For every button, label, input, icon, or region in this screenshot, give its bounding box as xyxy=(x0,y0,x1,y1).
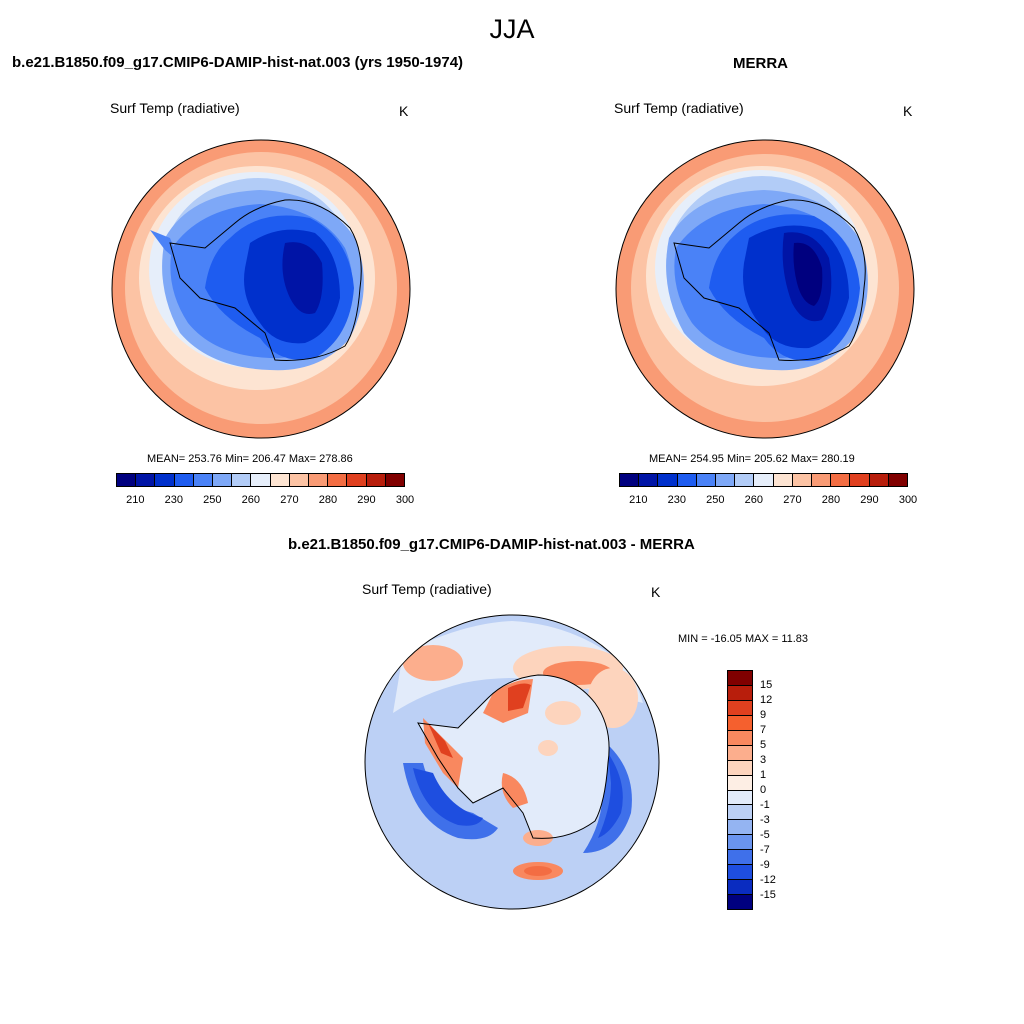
colorbar-swatch xyxy=(728,850,752,866)
colorbar-swatch xyxy=(328,474,348,486)
diff-units-label: K xyxy=(651,584,661,600)
model-panel-title: b.e21.B1850.f09_g17.CMIP6-DAMIP-hist-nat… xyxy=(12,54,464,71)
model-variable-label: Surf Temp (radiative) xyxy=(110,100,240,116)
colorbar-swatch xyxy=(620,474,640,486)
model-stats: MEAN= 253.76 Min= 206.47 Max= 278.86 xyxy=(147,453,353,465)
diff-variable-label: Surf Temp (radiative) xyxy=(362,581,492,597)
model-polar-map xyxy=(111,139,411,439)
colorbar-swatch xyxy=(728,730,752,746)
colorbar-tick-label: 300 xyxy=(395,494,415,506)
diff-colorbar xyxy=(727,670,753,910)
colorbar-swatch xyxy=(728,880,752,896)
colorbar-tick-label: 300 xyxy=(898,494,918,506)
colorbar-swatch xyxy=(728,760,752,776)
colorbar-tick-label: -9 xyxy=(760,859,770,871)
colorbar-tick-label: -15 xyxy=(760,889,776,901)
colorbar-swatch xyxy=(366,474,386,486)
colorbar-swatch xyxy=(174,474,194,486)
colorbar-swatch xyxy=(728,671,752,686)
colorbar-swatch xyxy=(716,474,736,486)
colorbar-swatch xyxy=(869,474,889,486)
colorbar-swatch xyxy=(831,474,851,486)
colorbar-swatch xyxy=(728,790,752,806)
colorbar-tick-label: -1 xyxy=(760,799,770,811)
colorbar-swatch xyxy=(385,474,405,486)
colorbar-swatch xyxy=(728,865,752,881)
colorbar-tick-label: 280 xyxy=(821,494,841,506)
diff-polar-map xyxy=(364,614,660,910)
colorbar-tick-label: 12 xyxy=(760,694,773,706)
diff-panel-title: b.e21.B1850.f09_g17.CMIP6-DAMIP-hist-nat… xyxy=(288,536,695,553)
obs-colorbar-ticks: 210 230 250 260 270 280 290 300 xyxy=(619,494,917,508)
colorbar-swatch xyxy=(347,474,367,486)
colorbar-swatch xyxy=(155,474,175,486)
colorbar-tick-label: 0 xyxy=(760,784,767,796)
colorbar-tick-label: -3 xyxy=(760,814,770,826)
colorbar-swatch xyxy=(728,835,752,851)
colorbar-tick-label: 270 xyxy=(280,494,299,506)
model-colorbar-ticks: 210 230 250 260 270 280 290 300 xyxy=(116,494,414,508)
colorbar-tick-label: -5 xyxy=(760,829,770,841)
colorbar-tick-label: 260 xyxy=(744,494,764,506)
obs-colorbar xyxy=(619,473,908,487)
colorbar-swatch xyxy=(117,474,137,486)
colorbar-tick-label: 15 xyxy=(760,679,773,691)
colorbar-swatch xyxy=(309,474,329,486)
colorbar-swatch xyxy=(728,775,752,791)
colorbar-swatch xyxy=(677,474,697,486)
colorbar-tick-label: 230 xyxy=(667,494,686,506)
colorbar-swatch xyxy=(136,474,156,486)
colorbar-tick-label: 270 xyxy=(783,494,802,506)
colorbar-swatch xyxy=(639,474,659,486)
obs-units-label: K xyxy=(903,103,913,119)
colorbar-swatch xyxy=(728,700,752,716)
colorbar-swatch xyxy=(728,715,752,731)
colorbar-swatch xyxy=(696,474,717,486)
colorbar-swatch xyxy=(773,474,793,486)
colorbar-swatch xyxy=(232,474,252,486)
colorbar-tick-label: 9 xyxy=(760,709,767,721)
colorbar-swatch xyxy=(289,474,310,486)
obs-polar-map xyxy=(615,139,915,439)
colorbar-tick-label: 1 xyxy=(760,769,767,781)
colorbar-tick-label: 7 xyxy=(760,724,767,736)
diff-colorbar-ticks: 15 12 9 7 5 3 1 0 -1 -3 -5 -7 -9 -12 -15 xyxy=(760,670,800,910)
colorbar-tick-label: -7 xyxy=(760,844,770,856)
colorbar-swatch xyxy=(658,474,678,486)
diff-stats: MIN = -16.05 MAX = 11.83 xyxy=(678,633,809,645)
colorbar-swatch xyxy=(251,474,271,486)
model-units-label: K xyxy=(399,103,409,119)
colorbar-swatch xyxy=(792,474,813,486)
colorbar-tick-label: 3 xyxy=(760,754,767,766)
colorbar-swatch xyxy=(193,474,214,486)
obs-variable-label: Surf Temp (radiative) xyxy=(614,100,744,116)
colorbar-tick-label: 250 xyxy=(203,494,222,506)
colorbar-swatch xyxy=(850,474,870,486)
colorbar-tick-label: 210 xyxy=(126,494,145,506)
page-title: JJA xyxy=(489,14,535,44)
colorbar-tick-label: 290 xyxy=(860,494,879,506)
colorbar-tick-label: 250 xyxy=(706,494,725,506)
colorbar-swatch xyxy=(728,805,752,821)
colorbar-swatch xyxy=(728,820,752,836)
colorbar-swatch xyxy=(728,685,752,701)
obs-stats: MEAN= 254.95 Min= 205.62 Max= 280.19 xyxy=(649,453,855,465)
colorbar-tick-label: 5 xyxy=(760,739,767,751)
colorbar-tick-label: 230 xyxy=(164,494,183,506)
colorbar-tick-label: 290 xyxy=(357,494,376,506)
colorbar-swatch xyxy=(213,474,233,486)
colorbar-swatch xyxy=(728,895,752,909)
model-colorbar xyxy=(116,473,405,487)
colorbar-swatch xyxy=(735,474,755,486)
obs-panel-title: MERRA xyxy=(733,55,788,72)
colorbar-tick-label: 210 xyxy=(629,494,648,506)
colorbar-tick-label: 280 xyxy=(318,494,338,506)
colorbar-swatch xyxy=(728,745,752,761)
colorbar-swatch xyxy=(270,474,290,486)
colorbar-swatch xyxy=(812,474,832,486)
colorbar-swatch xyxy=(754,474,774,486)
colorbar-tick-label: 260 xyxy=(241,494,261,506)
colorbar-swatch xyxy=(888,474,908,486)
colorbar-tick-label: -12 xyxy=(760,874,776,886)
